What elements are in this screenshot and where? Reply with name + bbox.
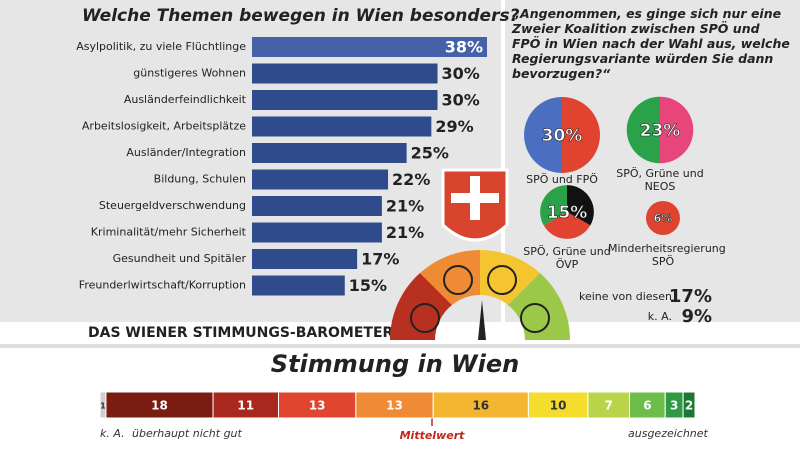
bar (252, 276, 345, 296)
header: DAS WIENER STIMMUNGS-BAROMETER (88, 325, 394, 341)
value-label: 7 (605, 399, 613, 413)
stimmung-title: Stimmung in Wien (271, 350, 519, 378)
bar (252, 196, 382, 216)
pie-label: Minderheitsregierung SPÖ (608, 242, 718, 268)
rule (0, 344, 800, 348)
bar-label: Arbeitslosigkeit, Arbeitsplätze (82, 120, 246, 133)
item-label: k. A. (648, 310, 672, 323)
bar (252, 170, 388, 190)
value-label: 16 (472, 399, 489, 413)
value-label: 18 (151, 399, 168, 413)
pie-label: SPÖ, Grüne und NEOS (605, 167, 715, 193)
value-label: 22% (392, 170, 430, 189)
bar-label: Gesundheit und Spitäler (113, 252, 247, 265)
pie: 15% (540, 185, 594, 239)
value-label: 30% (442, 91, 480, 110)
annotation: Mittelwert (400, 429, 466, 442)
value-label: 29% (435, 117, 473, 136)
value-label: 15% (349, 276, 387, 295)
pie-label: SPÖ und FPÖ (507, 173, 617, 186)
chart-title: Welche Themen bewegen in Wien besonders? (82, 6, 520, 26)
value-label: 6 (643, 399, 651, 413)
bar-label: Ausländer/Integration (126, 146, 246, 159)
value-label: 9% (681, 306, 712, 327)
value-label: 21% (386, 223, 424, 242)
bar-label: Steuergeldverschwendung (99, 199, 246, 212)
bar (252, 90, 438, 110)
pie: 23% (627, 97, 694, 164)
value-label: 11 (237, 399, 254, 413)
bar (252, 143, 407, 163)
annotation: überhaupt nicht gut (132, 427, 243, 440)
bar (252, 117, 431, 137)
value-label: 25% (411, 144, 449, 163)
pie-title: „Angenommen, es ginge sich nur eine Zwei… (512, 6, 792, 81)
value-label: 21% (386, 197, 424, 216)
pie-label: SPÖ, Grüne und ÖVP (512, 245, 622, 271)
bar-label: Freunderlwirtschaft/Korruption (79, 279, 246, 292)
bar (252, 249, 357, 269)
item-label: keine von diesen (579, 290, 672, 303)
value-label: 13 (386, 399, 403, 413)
bar-label: Bildung, Schulen (154, 173, 246, 186)
bar-label: Kriminalität/mehr Sicherheit (91, 226, 247, 239)
bar (252, 64, 438, 84)
bar-label: günstigeres Wohnen (133, 67, 246, 80)
pie: 30% (524, 97, 600, 173)
value-label: 17% (669, 286, 712, 307)
value-label: 23% (640, 121, 681, 141)
bar-label: Asylpolitik, zu viele Flüchtlinge (76, 40, 246, 53)
value-label: 3 (670, 399, 678, 413)
pie: 6% (646, 201, 680, 235)
bar-label: Ausländerfeindlichkeit (124, 93, 247, 106)
value-label: 17% (361, 250, 399, 269)
value-label: 2 (685, 399, 693, 413)
value-label: 6% (654, 212, 673, 225)
value-label: 38% (445, 38, 483, 57)
value-label: 15% (547, 203, 588, 223)
bar (252, 223, 382, 243)
value-label: 30% (442, 64, 480, 83)
annotation: ausgezeichnet (628, 427, 709, 440)
value-label: 30% (542, 126, 583, 146)
value-label: 10 (550, 399, 567, 413)
value-label: 13 (309, 399, 326, 413)
value-label: 1 (100, 402, 106, 411)
annotation: k. A. (100, 427, 125, 440)
